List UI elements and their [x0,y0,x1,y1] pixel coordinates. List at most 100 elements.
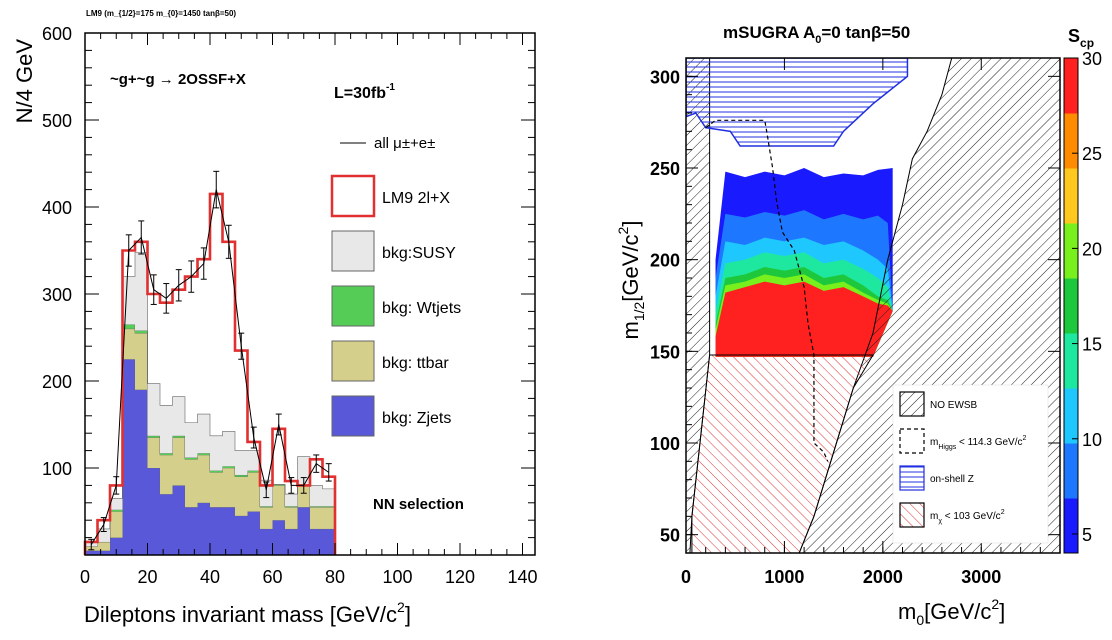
legend-swatch [899,428,925,454]
bar [97,541,110,551]
bar [185,507,198,555]
bar [235,450,248,475]
bar [110,509,123,512]
data-line [90,189,330,545]
color-bar-tick-label: 15 [1082,335,1102,355]
bar [122,276,135,325]
color-bar-frame [1063,57,1079,554]
legend-label: LM9 2l+X [382,190,450,207]
color-bar-segment [1064,333,1078,389]
bar [322,528,335,555]
bar [172,396,185,436]
svg-text:Dileptons invariant mass [GeV/: Dileptons invariant mass [GeV/c2] [84,599,411,627]
bar [272,485,285,521]
bar [272,484,285,486]
bar [197,453,210,455]
svg-text:m0[GeV/c2]: m0[GeV/c2] [898,596,1005,628]
chart-title: LM9 (m_{1/2}=175 m_{0}=1450 tanβ=50) [86,9,236,18]
color-bar-tick-label: 20 [1082,239,1102,259]
bar [97,550,110,555]
bar [185,422,198,458]
y-tick-label: 400 [42,198,72,218]
bar [172,435,185,438]
significance-band [715,281,893,357]
bar [135,389,148,555]
bar [185,457,198,460]
legend-swatch [899,391,925,417]
chart-title: mSUGRA A0=0 tanβ=50 [723,23,910,46]
series-outline [85,251,335,543]
color-bar-segment [1064,443,1078,499]
color-bar-segment [1064,223,1078,279]
bar [285,494,298,507]
legend-swatch [331,285,375,327]
x-tick-label: 1000 [764,567,804,587]
x-axis-ticks: 0 1000 2000 3000 [681,58,1041,587]
bar [160,453,173,455]
bar [260,507,273,529]
bar [172,437,185,486]
bar [197,414,210,454]
bar [160,494,173,555]
y-tick-label: 150 [650,342,680,362]
y-axis-label: m1/2[GeV/c2] [615,221,647,340]
bar [310,528,323,555]
data-points [88,170,332,551]
bar [310,506,323,508]
legend: NO EWSB mHiggs < 114.3 GeV/c2 on-shell Z mχ… [892,384,1049,544]
y-tick-label: 300 [650,67,680,87]
color-bar-label: Scp [1068,26,1094,50]
x-tick-label: 80 [325,567,345,587]
legend-label: mHiggs < 114.3 GeV/c2 [930,435,1027,451]
color-bar-tick-label: 25 [1082,144,1102,164]
legend-label: bkg: Zjets [382,410,451,427]
bar [160,454,173,495]
bar [285,507,298,529]
legend-label: mχ < 103 GeV/c2 [930,509,1005,525]
higgs-limit-contour [705,119,829,462]
x-tick-label: 140 [507,567,537,587]
y-axis-ticks: 50 100 150 200 250 300 [650,57,1060,546]
significance-bands [715,168,893,357]
x-tick-label: 20 [137,567,157,587]
bar [285,506,298,508]
color-bar-segment [1064,113,1078,169]
bar [110,498,123,510]
bar [222,466,235,468]
process-label: ~g+~g → 2OSSF+X [110,71,246,88]
bar [235,474,248,477]
legend-swatch [331,230,375,272]
bar [222,468,235,508]
bar [110,537,123,555]
color-bar-segment [1064,498,1078,554]
bar [247,450,260,471]
x-axis-label: m0[GeV/c2] [898,596,1005,628]
color-bar-segment [1064,388,1078,444]
bar [160,405,173,454]
x-tick-label: 0 [80,567,90,587]
bar [135,252,148,331]
bar [235,476,248,516]
bar [322,506,335,508]
legend-swatch [899,502,925,528]
y-axis-ticks: 100 200 300 400 500 600 [42,24,535,539]
y-tick-label: 500 [42,111,72,131]
svg-text:mSUGRA A0=0 tanβ=50: mSUGRA A0=0 tanβ=50 [723,23,910,46]
bar [210,470,223,473]
legend-label: bkg: ttbar [382,355,449,372]
y-tick-label: 50 [660,526,680,546]
color-bar-tick-label: 5 [1082,525,1092,545]
y-axis-label: N/4 GeV [12,39,37,124]
x-tick-label: 3000 [961,567,1001,587]
legend-label: NO EWSB [930,400,978,411]
svg-text:Scp: Scp [1068,26,1094,50]
color-bar-tick-label: 30 [1082,49,1102,69]
y-tick-label: 300 [42,285,72,305]
y-tick-label: 100 [42,459,72,479]
y-tick-label: 200 [650,251,680,271]
bar [222,431,235,467]
y-tick-label: 200 [42,372,72,392]
x-tick-label: 2000 [863,567,903,587]
stacked-bars [85,251,335,555]
